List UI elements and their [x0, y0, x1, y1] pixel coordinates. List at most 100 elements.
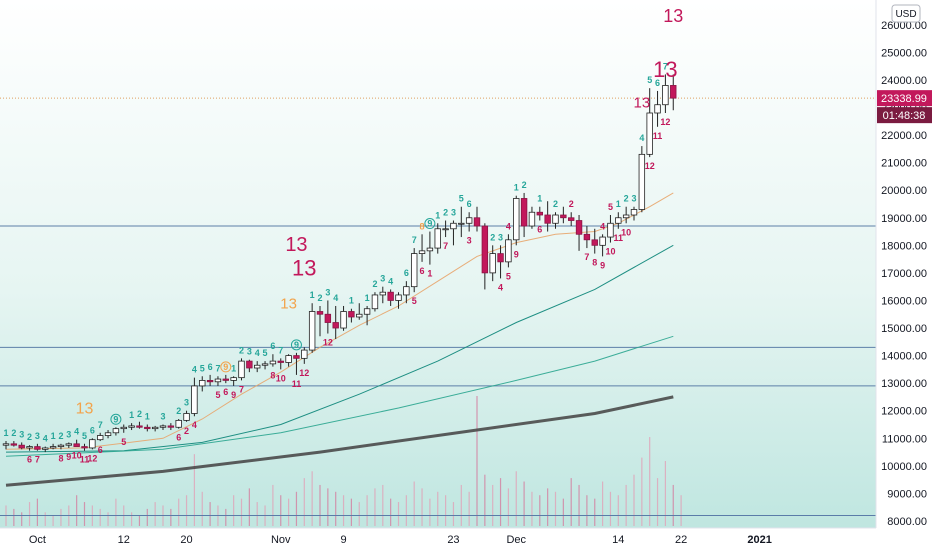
- candle[interactable]: [426, 247, 434, 252]
- moving-average-sma50[interactable]: [5, 244, 674, 453]
- candle[interactable]: [622, 214, 630, 219]
- currency-badge[interactable]: USD: [891, 4, 921, 23]
- candle[interactable]: [199, 380, 206, 387]
- candle[interactable]: [230, 377, 237, 381]
- candle[interactable]: [191, 385, 198, 414]
- candle[interactable]: [575, 220, 583, 235]
- candle[interactable]: [544, 214, 551, 224]
- candle[interactable]: [159, 425, 167, 428]
- volume-bar: [476, 396, 478, 526]
- candle[interactable]: [128, 425, 135, 428]
- candle[interactable]: [387, 291, 394, 301]
- candle[interactable]: [371, 294, 379, 310]
- candle[interactable]: [277, 360, 284, 363]
- candle[interactable]: [97, 435, 104, 441]
- candle[interactable]: [167, 425, 175, 428]
- candle[interactable]: [151, 426, 159, 430]
- candle[interactable]: [49, 446, 57, 449]
- td-count-label: 11: [292, 379, 302, 389]
- candle[interactable]: [646, 112, 653, 155]
- candle[interactable]: [497, 253, 504, 263]
- candle[interactable]: [308, 311, 316, 351]
- candle[interactable]: [473, 217, 481, 227]
- x-tick-label: 9: [340, 534, 346, 546]
- candle[interactable]: [615, 217, 622, 224]
- candle[interactable]: [26, 446, 33, 449]
- candle[interactable]: [513, 198, 520, 241]
- candle[interactable]: [10, 443, 18, 446]
- candle[interactable]: [395, 294, 402, 301]
- td-count-label: 12: [299, 368, 309, 378]
- candle[interactable]: [481, 225, 489, 274]
- candle[interactable]: [654, 104, 661, 114]
- candle[interactable]: [410, 253, 418, 288]
- candle[interactable]: [638, 153, 646, 210]
- candle[interactable]: [293, 355, 300, 359]
- moving-average-sma200[interactable]: [5, 395, 674, 487]
- candle[interactable]: [112, 428, 120, 434]
- candle[interactable]: [607, 222, 614, 238]
- candle[interactable]: [450, 222, 457, 230]
- candle[interactable]: [65, 443, 72, 446]
- candle[interactable]: [175, 419, 182, 428]
- candle[interactable]: [363, 308, 371, 315]
- candle[interactable]: [144, 426, 151, 430]
- candle[interactable]: [214, 378, 222, 383]
- candle[interactable]: [57, 444, 65, 447]
- candle[interactable]: [458, 222, 465, 225]
- candle[interactable]: [206, 380, 214, 383]
- candle[interactable]: [403, 286, 410, 296]
- candle[interactable]: [591, 239, 598, 246]
- candle[interactable]: [246, 360, 253, 369]
- candle[interactable]: [630, 209, 638, 216]
- candle[interactable]: [18, 444, 25, 449]
- candle[interactable]: [104, 432, 112, 436]
- candle[interactable]: [465, 217, 473, 224]
- candle[interactable]: [379, 291, 386, 296]
- candle[interactable]: [520, 198, 528, 227]
- td-count-label: 4: [255, 348, 260, 358]
- candle[interactable]: [442, 228, 449, 231]
- moving-average-sma100[interactable]: [5, 335, 674, 457]
- candle[interactable]: [136, 425, 143, 428]
- candle[interactable]: [528, 211, 536, 227]
- candle[interactable]: [222, 378, 229, 381]
- y-tick-label: 25000.00: [881, 47, 927, 59]
- candle[interactable]: [120, 426, 127, 430]
- candle[interactable]: [489, 253, 496, 274]
- candle[interactable]: [568, 217, 575, 221]
- candle[interactable]: [238, 360, 245, 379]
- candle[interactable]: [560, 214, 567, 219]
- candle[interactable]: [316, 311, 324, 315]
- candle[interactable]: [332, 322, 339, 329]
- candle[interactable]: [253, 364, 261, 369]
- td-count-label: 3: [467, 236, 472, 246]
- candle[interactable]: [34, 446, 41, 450]
- candle[interactable]: [89, 439, 96, 449]
- volume-bar: [492, 484, 494, 526]
- time-axis-panel[interactable]: [0, 528, 876, 550]
- candle[interactable]: [662, 85, 669, 106]
- candle[interactable]: [434, 228, 441, 249]
- candle[interactable]: [81, 446, 88, 449]
- candle[interactable]: [285, 355, 292, 363]
- candle[interactable]: [505, 239, 512, 263]
- candle[interactable]: [599, 236, 606, 246]
- candle[interactable]: [261, 363, 269, 366]
- candle[interactable]: [552, 214, 559, 224]
- candle[interactable]: [324, 313, 332, 323]
- candle[interactable]: [536, 211, 543, 216]
- candle[interactable]: [583, 233, 591, 241]
- candle[interactable]: [356, 313, 363, 318]
- candle[interactable]: [73, 443, 80, 447]
- candle[interactable]: [348, 311, 355, 318]
- candle[interactable]: [301, 349, 308, 359]
- candle[interactable]: [670, 85, 677, 99]
- candle[interactable]: [269, 360, 277, 365]
- candle[interactable]: [42, 447, 49, 450]
- candle[interactable]: [2, 443, 10, 446]
- candle[interactable]: [418, 250, 426, 254]
- candle[interactable]: [183, 413, 190, 421]
- candle[interactable]: [340, 311, 347, 329]
